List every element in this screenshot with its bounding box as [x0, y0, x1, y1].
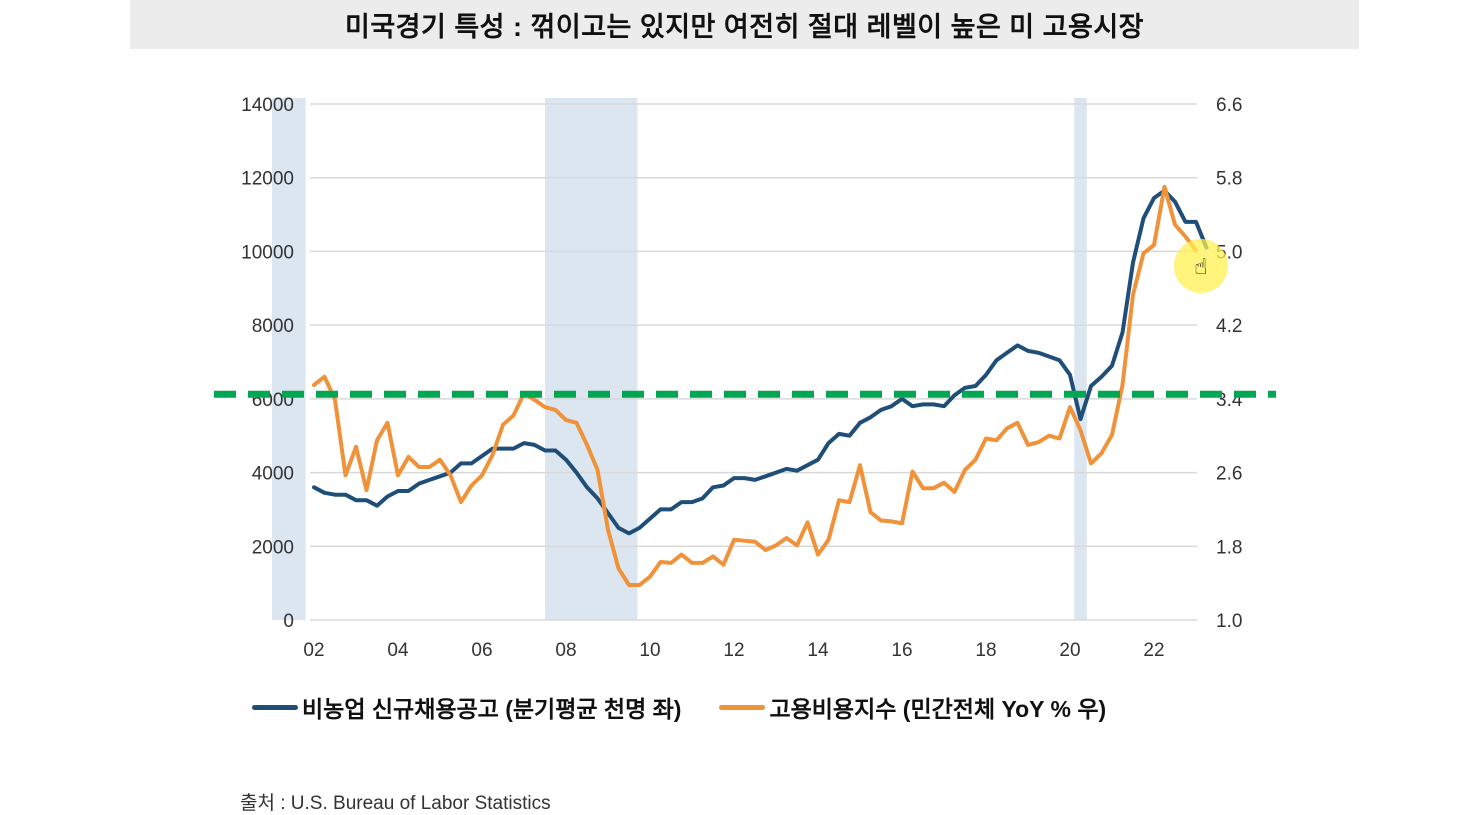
x-tick-label: 16: [891, 640, 912, 661]
y-right-tick-label: 4.2: [1216, 316, 1242, 337]
x-tick-label: 18: [975, 640, 996, 661]
x-tick-label: 04: [387, 640, 409, 661]
title-bar: 미국경기 특성 : 꺾이고는 있지만 여전히 절대 레벨이 높은 미 고용시장: [130, 0, 1359, 49]
legend-item-job-openings: 비농업 신규채용공고 (분기평균 천명 좌): [252, 690, 681, 724]
chart-title: 미국경기 특성 : 꺾이고는 있지만 여전히 절대 레벨이 높은 미 고용시장: [344, 12, 1145, 42]
source-note: 출처 : U.S. Bureau of Labor Statistics: [240, 793, 551, 814]
legend-label: 비농업 신규채용공고 (분기평균 천명 좌): [302, 696, 682, 722]
x-tick-label: 20: [1059, 640, 1080, 661]
y-left-tick-label: 8000: [252, 316, 294, 337]
x-tick-label: 14: [807, 640, 829, 661]
series-line-job-openings: [312, 188, 1209, 536]
series-line-eci: [312, 184, 1198, 587]
x-tick-label: 06: [471, 640, 492, 661]
x-tick-label: 22: [1143, 640, 1164, 661]
x-tick-label: 02: [303, 640, 324, 661]
legend-swatch-blue: [252, 704, 298, 710]
cursor-highlight: [1174, 239, 1228, 293]
recession-band: [1074, 98, 1087, 620]
legend-label: 고용비용지수 (민간전체 YoY % 우): [769, 696, 1107, 722]
y-right-tick-label: 1.8: [1216, 537, 1242, 558]
y-right-tick-label: 2.6: [1216, 464, 1242, 485]
y-left-tick-label: 12000: [241, 169, 294, 190]
x-tick-label: 08: [555, 640, 576, 661]
y-left-tick-label: 0: [283, 611, 294, 632]
hand-cursor-icon: ☝: [1194, 254, 1207, 279]
y-right-tick-label: 5.8: [1216, 169, 1242, 190]
y-left-tick-label: 2000: [252, 537, 294, 558]
y-left-tick-label: 10000: [241, 242, 294, 263]
legend: 비농업 신규채용공고 (분기평균 천명 좌) 고용비용지수 (민간전체 YoY …: [252, 690, 1144, 724]
legend-swatch-orange: [719, 704, 766, 710]
legend-item-eci: 고용비용지수 (민간전체 YoY % 우): [719, 690, 1106, 724]
x-tick-label: 12: [723, 640, 744, 661]
y-right-tick-label: 1.0: [1216, 611, 1242, 632]
recession-band: [272, 98, 306, 620]
y-left-tick-label: 4000: [252, 464, 294, 485]
x-tick-label: 10: [639, 640, 660, 661]
y-right-tick-label: 6.6: [1216, 95, 1242, 116]
recession-band: [545, 98, 638, 620]
y-left-tick-label: 14000: [241, 95, 294, 116]
